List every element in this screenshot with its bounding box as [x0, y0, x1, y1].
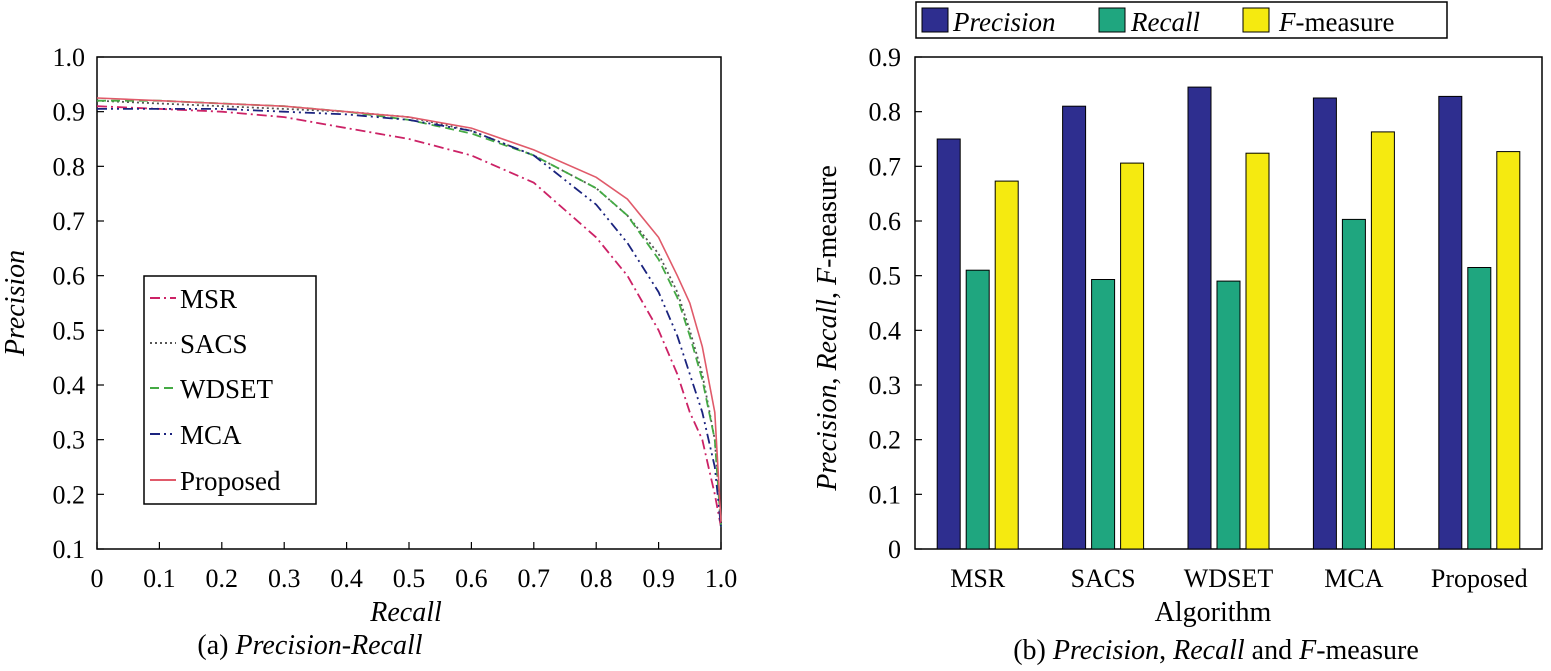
- chart-a-x-tick-label: 0.1: [143, 564, 176, 593]
- legend-label-proposed: Proposed: [180, 466, 281, 496]
- chart-b-ylabel-sep1: ,: [812, 370, 843, 384]
- chart-b-y-tick-label: 0.9: [869, 43, 902, 72]
- chart-a-y-tick-label: 0.3: [53, 426, 86, 455]
- bar-mca-f-measure: [1370, 131, 1395, 550]
- chart-a-caption: (a) Precision-Recall: [197, 630, 422, 661]
- chart-a-y-tick-label: 0.9: [53, 98, 86, 127]
- chart-a-caption-prefix: (a): [197, 630, 235, 661]
- chart-a-x-tick-label: 0.9: [642, 564, 675, 593]
- chart-a-x-tick-label: 0: [91, 564, 104, 593]
- legend-swatch-f-measure: [1242, 7, 1270, 33]
- chart-a-y-tick-label: 0.5: [53, 316, 86, 345]
- chart-b-x-tick-label: SACS: [1071, 564, 1136, 593]
- chart-a-x-axis-title: Recall: [369, 597, 442, 628]
- chart-a-x-tick-label: 0.3: [268, 564, 301, 593]
- chart-a-y-tick-label: 1.0: [53, 43, 86, 72]
- chart-b-x-tick-label: MCA: [1324, 564, 1383, 593]
- legend-swatch-precision: [921, 7, 949, 33]
- chart-b-y-tick-label: 0.2: [869, 426, 902, 455]
- chart-a-y-axis-title: Precision: [0, 250, 31, 357]
- chart-b-y-tick-label: 0.7: [869, 152, 902, 181]
- chart-b-y-tick-label: 0.6: [869, 207, 902, 236]
- chart-b-caption-recall: Recall: [1172, 635, 1245, 666]
- chart-a-y-tick-label: 0.7: [53, 207, 86, 236]
- chart-b-x-tick-label: MSR: [950, 564, 1006, 593]
- bar-wdset-precision: [1187, 86, 1212, 550]
- bar-mca-recall: [1341, 218, 1366, 550]
- chart-b-y-tick-label: 0: [888, 535, 901, 564]
- chart-b-caption-measure: -measure: [1316, 635, 1419, 666]
- bar-sacs-recall: [1091, 279, 1116, 550]
- chart-b-legend-frame: [915, 1, 1448, 39]
- bar-proposed-f-measure: [1496, 151, 1521, 550]
- series-line-proposed: [96, 97, 722, 522]
- legend-label-msr: MSR: [180, 284, 237, 314]
- chart-b-y-tick-label: 0.4: [869, 316, 902, 345]
- series-line-sacs: [96, 99, 722, 528]
- legend-label-f: F: [1278, 7, 1296, 37]
- chart-a-x-tick-label: 1.0: [705, 564, 738, 593]
- chart-b-caption-precision: Precision: [1052, 635, 1159, 666]
- chart-b-y-tick-label: 0.3: [869, 371, 902, 400]
- chart-a-legend: MSR SACS WDSET MCA Proposed: [143, 275, 317, 505]
- chart-b-caption-sep1: ,: [1159, 635, 1173, 666]
- precision-recall-chart: 0.10.20.30.40.50.60.70.80.91.0 0 0.1 0.2 0.…: [0, 43, 737, 661]
- chart-b-ylabel-precision: Precision: [812, 384, 843, 491]
- bar-sacs-precision: [1062, 105, 1087, 550]
- legend-label-precision: Precision: [952, 7, 1055, 37]
- bar-wdset-recall: [1216, 280, 1241, 550]
- chart-a-y-tick-label: 0.1: [53, 535, 86, 564]
- chart-b-ylabel-sep2: ,: [812, 285, 843, 299]
- chart-b-ylabel-measure: -measure: [812, 165, 843, 268]
- chart-a-x-tick-label: 0.8: [580, 564, 613, 593]
- chart-b-y-axis-title: Precision, Recall, F-measure: [812, 165, 843, 492]
- chart-b-y-tick-label: 0.5: [869, 262, 902, 291]
- chart-b-y-tick-label: 0.1: [869, 480, 902, 509]
- chart-b-ylabel-recall: Recall: [812, 299, 843, 372]
- legend-label-f-measure: F-measure: [1278, 7, 1394, 37]
- chart-a-y-tick-label: 0.6: [53, 262, 86, 291]
- chart-a-legend-frame: [143, 275, 317, 505]
- bar-msr-precision: [936, 138, 961, 550]
- chart-b-caption-sep2: and: [1245, 635, 1299, 666]
- bar-wdset-f-measure: [1245, 152, 1270, 550]
- bar-sacs-f-measure: [1120, 162, 1145, 550]
- metrics-bar-chart: 0 0.1 0.2 0.3 0.4 0.5 0.6 0.7 0.8 0.9 MSR SACS WDSE…: [812, 1, 1543, 666]
- bar-mca-precision: [1312, 97, 1337, 550]
- legend-swatch-recall: [1098, 7, 1126, 33]
- chart-b-x-tick-label: Proposed: [1431, 564, 1528, 593]
- chart-a-y-tick-label: 0.8: [53, 152, 86, 181]
- legend-label-measure: -measure: [1296, 7, 1395, 37]
- chart-a-x-tick-label: 0.6: [455, 564, 488, 593]
- chart-b-x-axis-title: Algorithm: [1155, 597, 1272, 628]
- series-line-mca: [97, 108, 722, 528]
- chart-b-ylabel-f: F: [812, 267, 843, 286]
- chart-a-x-tick-label: 0.7: [518, 564, 551, 593]
- chart-b-x-tick-label: WDSET: [1184, 564, 1274, 593]
- chart-a-caption-title: Precision-Recall: [234, 630, 422, 661]
- series-line-msr: [96, 105, 722, 528]
- legend-label-recall: Recall: [1130, 7, 1200, 37]
- chart-b-caption-f: F: [1298, 635, 1317, 666]
- legend-label-mca: MCA: [180, 420, 242, 450]
- legend-label-wdset: WDSET: [180, 374, 273, 404]
- bar-msr-f-measure: [994, 180, 1019, 550]
- chart-a-x-tick-label: 0.2: [206, 564, 239, 593]
- bar-proposed-precision: [1438, 95, 1463, 550]
- chart-a-y-tick-label: 0.4: [53, 371, 86, 400]
- chart-b-legend: Precision Recall F-measure: [915, 1, 1448, 39]
- bar-proposed-recall: [1467, 267, 1492, 550]
- chart-a-y-tick-label: 0.2: [53, 480, 86, 509]
- chart-a-x-tick-label: 0.4: [330, 564, 363, 593]
- bar-msr-recall: [965, 269, 990, 550]
- chart-b-caption: (b) Precision, Recall and F-measure: [1013, 635, 1419, 666]
- chart-b-caption-prefix: (b): [1013, 635, 1053, 666]
- chart-a-x-tick-label: 0.5: [393, 564, 426, 593]
- chart-b-y-tick-label: 0.8: [869, 98, 902, 127]
- legend-label-sacs: SACS: [180, 329, 248, 359]
